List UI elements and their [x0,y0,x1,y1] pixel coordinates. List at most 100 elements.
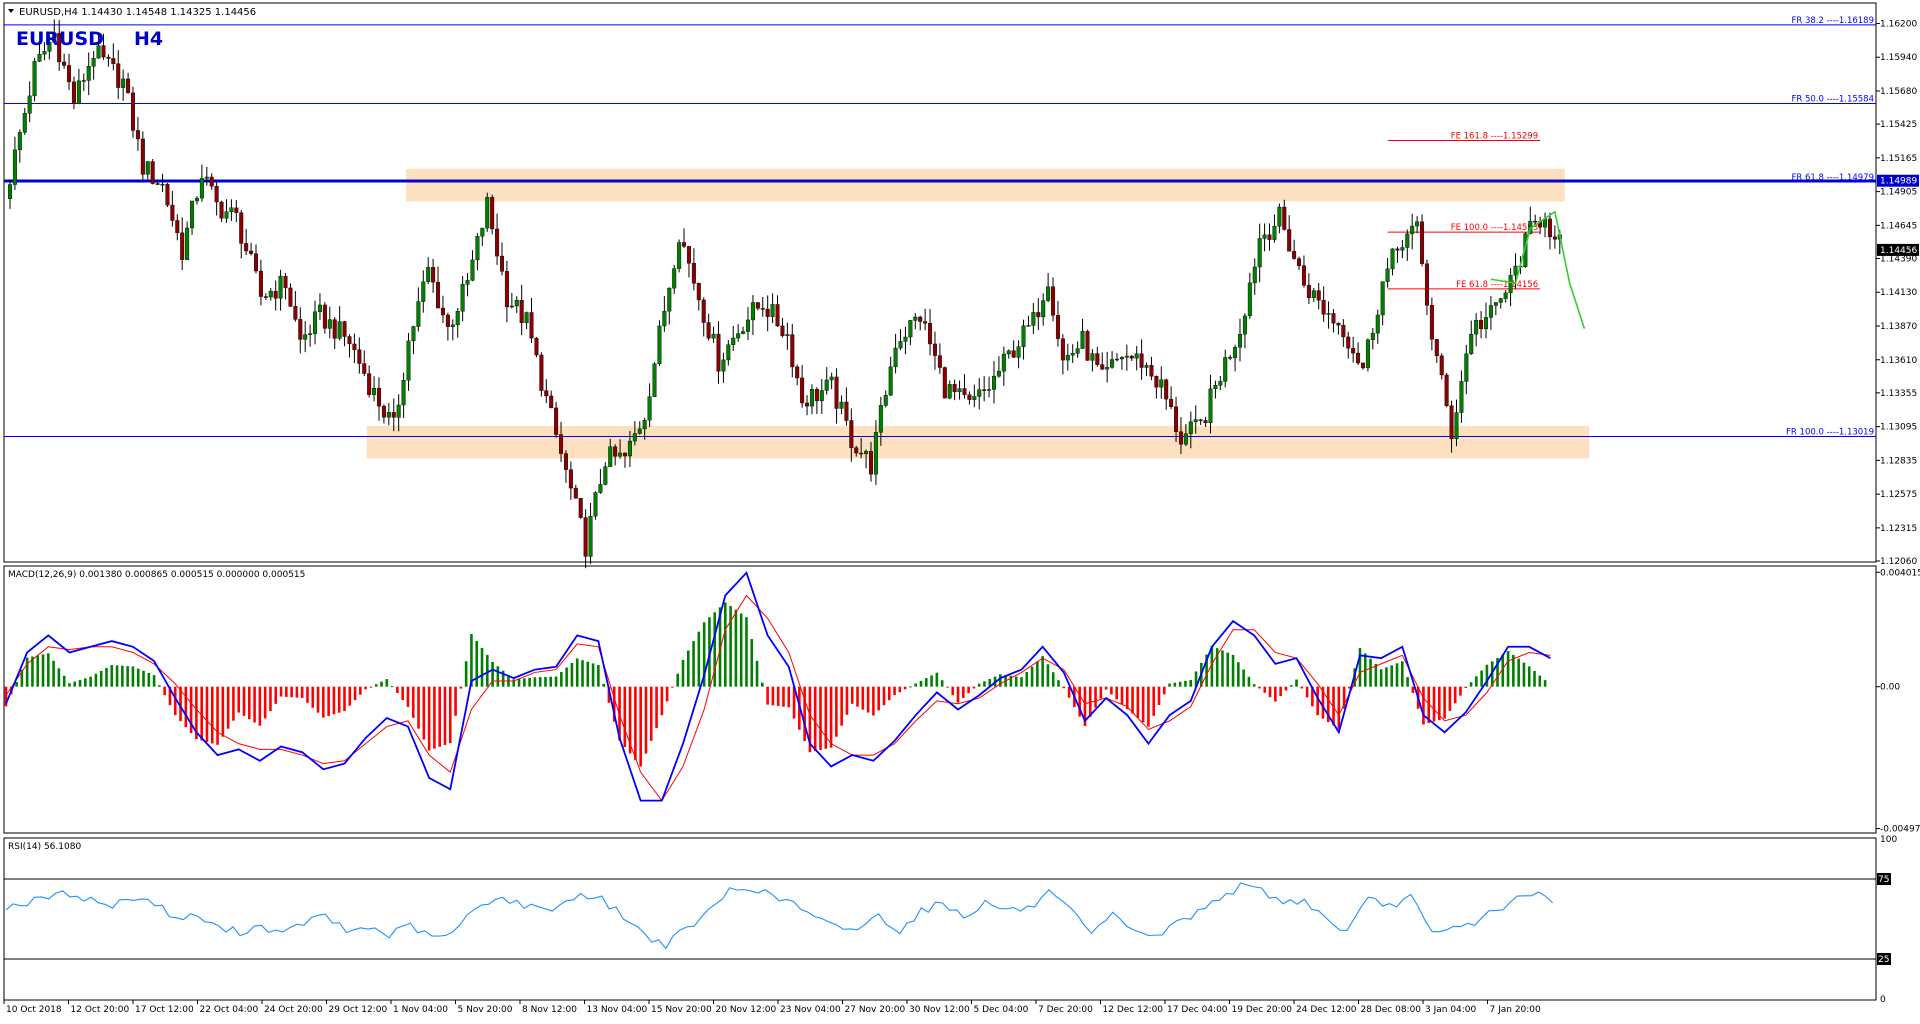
candle-body [1247,282,1252,317]
macd-histogram-bar [1469,682,1473,687]
candle-body [288,287,293,307]
macd-histogram-bar [1443,686,1446,719]
macd-histogram-bar [761,682,764,687]
macd-histogram-bar [1078,686,1081,717]
candle-body [1006,350,1011,355]
timeframe-title: H4 [134,28,163,50]
candle-body [967,394,972,400]
candle-body [1321,299,1326,315]
macd-histogram-bar [951,686,955,696]
macd-histogram-bar [671,686,674,688]
macd-histogram-bar [269,686,272,712]
macd-histogram-bar [665,686,669,702]
candle-body [1036,312,1041,318]
candle-body [1218,381,1223,386]
candle-body [578,498,583,518]
macd-histogram-bar [686,650,690,687]
macd-histogram-bar [792,686,796,719]
time-tick-label: 3 Jan 04:00 [1425,1005,1477,1015]
macd-histogram-bar [983,681,986,687]
candle-body [1080,331,1085,349]
macd-histogram-bar [47,653,50,687]
macd-histogram-bar [634,686,637,760]
time-tick-label: 13 Nov 04:00 [587,1005,648,1015]
macd-histogram-bar [253,686,256,723]
macd-histogram-bar [1422,686,1425,725]
time-tick-label: 19 Dec 20:00 [1232,1005,1293,1015]
macd-histogram-bar [1083,686,1087,726]
macd-histogram-bar [1279,686,1282,697]
chart-menu-triangle-icon[interactable] [8,9,14,13]
macd-histogram-bar [179,686,182,722]
current-price-label: 1.14456 [1880,246,1917,256]
candle-body [455,310,460,326]
candle-body [1198,419,1203,421]
macd-histogram-bar [485,654,489,687]
macd-histogram-bar [369,686,373,688]
sr-zone-1 [366,425,1590,459]
candle-body [121,78,126,88]
macd-histogram-bar [311,686,315,708]
candle-body [839,401,844,409]
price-tick-label: 1.13095 [1880,423,1917,433]
macd-histogram-bar [1184,680,1187,687]
macd-histogram-bar [1237,662,1240,687]
candle-body [401,380,406,406]
candle-body [1301,265,1306,286]
macd-histogram-bar [1538,675,1542,687]
macd-histogram-bar [597,665,600,687]
candle-body [268,290,273,298]
macd-histogram-bar [1543,680,1547,687]
macd-histogram-bar [390,686,394,688]
candle-body [1405,233,1410,248]
candle-body [258,270,263,297]
macd-histogram-bar [1136,686,1140,718]
macd-histogram-bar [1274,686,1277,702]
macd-histogram-bar [660,686,664,716]
macd-histogram-bar [1051,672,1055,687]
macd-histogram-bar [612,686,616,722]
macd-histogram-bar [1475,676,1478,687]
macd-histogram-bar [126,666,129,687]
candle-body [1474,320,1479,335]
price-tick-label: 1.12315 [1880,524,1917,534]
macd-histogram-bar [882,686,886,706]
candle-body [765,308,770,317]
candle-body [613,446,618,457]
candle-body [145,161,150,175]
candle-body [313,311,318,334]
macd-histogram-bar [84,678,87,687]
macd-histogram-bar [1438,686,1441,721]
candle-body [500,255,505,272]
candle-body [140,138,145,175]
candle-body [1483,317,1488,330]
candle-body [583,517,588,557]
candle-body [1169,398,1174,407]
macd-histogram-bar [274,686,278,704]
candle-body [111,58,116,64]
candle-body [199,178,204,199]
candle-body [1075,348,1080,354]
macd-histogram-bar [866,686,870,713]
macd-histogram-bar [1215,648,1219,687]
candle-body [647,396,652,421]
macd-histogram-bar [988,678,992,687]
macd-histogram-bar [766,686,769,705]
macd-histogram-bar [565,667,568,687]
macd-histogram-bar [644,686,648,754]
candle-body [450,324,455,327]
macd-histogram-bar [1194,671,1198,687]
macd-panel: MACD(12,26,9) 0.001380 0.000865 0.000515… [4,568,1920,835]
macd-histogram-bar [1247,676,1251,687]
time-tick-label: 5 Nov 20:00 [458,1005,513,1015]
macd-tick-label: 0.00 [1880,683,1900,693]
price-panel-frame [3,2,1877,563]
candle-body [1095,353,1100,365]
price-tick-label: 1.15680 [1880,87,1917,97]
candle-body [47,41,52,52]
macd-histogram-bar [290,686,293,698]
macd-histogram-bar [845,686,849,715]
candle-body [7,184,12,199]
candle-body [637,428,642,434]
